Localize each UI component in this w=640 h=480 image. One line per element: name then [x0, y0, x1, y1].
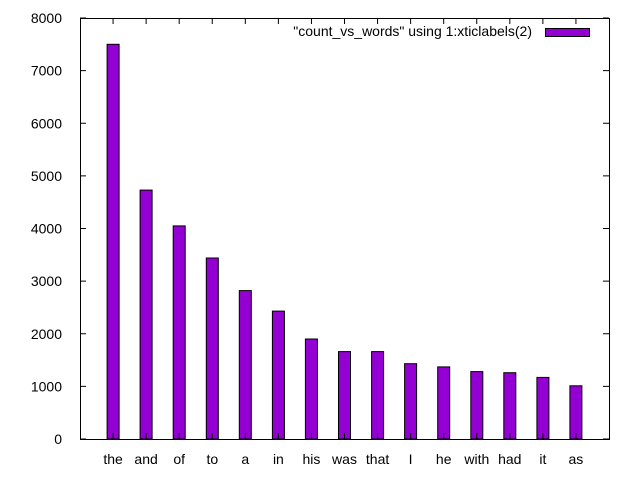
y-tick-label: 5000	[31, 168, 62, 184]
x-tick-label: with	[463, 451, 489, 467]
y-tick-label: 7000	[31, 63, 62, 79]
x-tick-label: had	[498, 451, 521, 467]
x-tick-label: his	[302, 451, 320, 467]
y-axis: 0 1000 2000 3000 4000 5000 6000 7000 8000	[31, 10, 609, 447]
x-tick-label: to	[206, 451, 218, 467]
x-tick-label: and	[134, 451, 157, 467]
x-tick-label: of	[173, 451, 185, 467]
bar-in	[271, 310, 285, 440]
bar-of	[172, 225, 186, 440]
x-tick-label: it	[539, 451, 546, 467]
bar-with	[470, 371, 484, 440]
y-tick-label: 3000	[31, 273, 62, 289]
bar-as	[569, 385, 583, 440]
x-tick-label: in	[273, 451, 284, 467]
x-tick-label: I	[409, 451, 413, 467]
legend-swatch	[545, 28, 590, 37]
bar-he	[437, 366, 451, 440]
bar-it	[536, 376, 550, 440]
bar-had	[503, 372, 517, 440]
bar-and	[139, 189, 153, 440]
legend: "count_vs_words" using 1:xticlabels(2)	[293, 23, 590, 39]
plot-border	[80, 18, 610, 440]
bar-a	[238, 290, 252, 440]
x-tick-label: that	[366, 451, 389, 467]
y-tick-label: 2000	[31, 326, 62, 342]
x-tick-label: was	[331, 451, 357, 467]
bar-his	[304, 338, 318, 440]
bar-that	[371, 351, 385, 440]
y-tick-label: 0	[54, 431, 62, 447]
y-tick-label: 6000	[31, 115, 62, 131]
y-tick-label: 4000	[31, 221, 62, 237]
x-tick-label: a	[241, 451, 249, 467]
x-tick-label: as	[569, 451, 584, 467]
x-tick-label: the	[103, 451, 123, 467]
bar-I	[404, 363, 418, 440]
y-tick-label: 1000	[31, 378, 62, 394]
bar-was	[338, 351, 351, 440]
bar-to	[205, 257, 219, 440]
x-tick-label: he	[436, 451, 452, 467]
bars-layer	[106, 43, 583, 440]
y-tick-label: 8000	[31, 10, 62, 26]
bar-the	[106, 43, 120, 440]
legend-label: "count_vs_words" using 1:xticlabels(2)	[293, 23, 532, 39]
